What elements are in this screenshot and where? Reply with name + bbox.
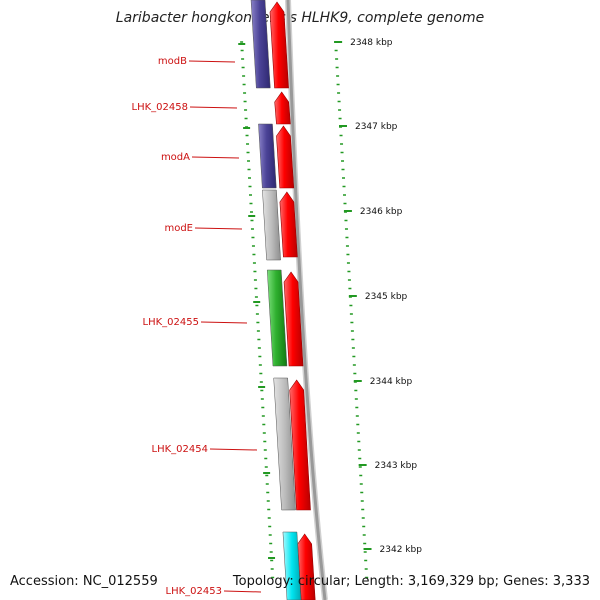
gene-label-leader [191,156,240,159]
gene-label: LHK_02453 [166,586,222,597]
reverse-gene-block [273,377,296,511]
accession-text: Accession: NC_012559 [10,574,158,589]
gene-label-leader [194,227,243,230]
reverse-gene-block [258,123,277,189]
gene-label-leader [223,590,262,593]
forward-cds-arrow [274,91,291,125]
forward-cds-arrow [283,271,304,367]
reverse-gene-block [282,531,302,600]
forward-cds-arrow [276,125,295,189]
gene-label: modE [164,223,193,234]
gene-label: LHK_02458 [132,102,188,113]
gene-label: modA [161,152,190,163]
gene-label-leader [188,60,236,63]
gene-label: LHK_02455 [143,317,199,328]
topology-text: Topology: circular; Length: 3,169,329 bp… [232,574,590,589]
gene-label-leader [200,321,248,324]
ruler-label: 2345 kbp [365,292,408,302]
ruler-label: 2346 kbp [360,207,403,217]
ruler-label: 2342 kbp [380,545,423,555]
ruler-label: 2348 kbp [350,38,393,48]
gene-label: modB [158,56,187,67]
forward-cds-arrow [279,191,298,258]
map-title: Laribacter hongkongensis HLHK9, complete… [115,10,485,26]
gene-label-leader [209,448,258,451]
forward-cds-arrow [289,379,311,511]
ruler-label: 2344 kbp [370,377,413,387]
gene-label-leader [189,106,238,109]
reverse-gene-block [266,269,288,367]
backbone-line-core [286,0,327,600]
ruler-label: 2347 kbp [355,122,398,132]
reverse-gene-block [262,189,281,261]
forward-cds-arrow [269,1,289,89]
gene-label: LHK_02454 [152,444,208,455]
reverse-gene-block [250,0,271,89]
ruler-label: 2343 kbp [375,461,418,471]
